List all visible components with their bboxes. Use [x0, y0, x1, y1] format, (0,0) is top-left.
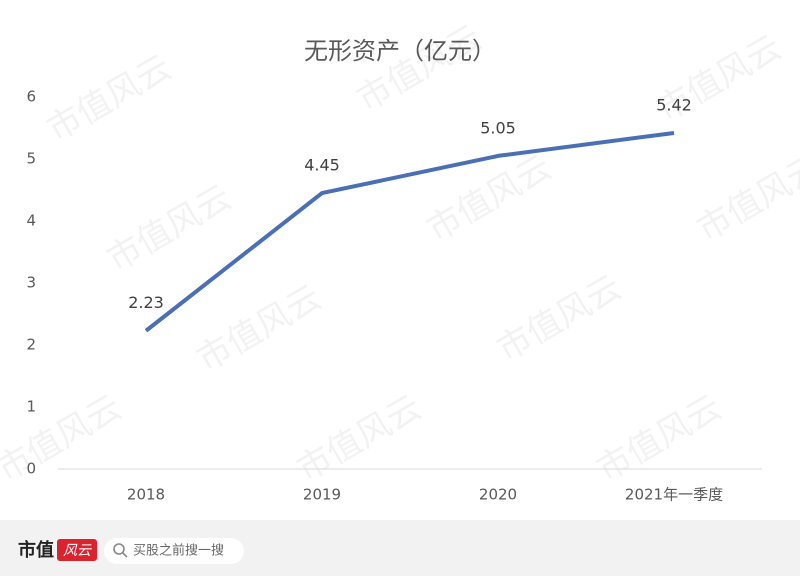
y-tick-label: 0 [26, 460, 36, 478]
y-tick-label: 3 [26, 274, 36, 292]
y-tick-label: 5 [26, 150, 36, 168]
footer-logo-mark-bg [57, 539, 97, 561]
x-tick-label: 2019 [303, 486, 341, 504]
footer-logo-mark: 风云 [63, 543, 92, 559]
footer-logo: 市值 [18, 539, 54, 561]
line [144, 130, 675, 333]
data-label: 5.42 [656, 95, 692, 114]
chart-background [0, 0, 800, 520]
chart-title: 无形资产（亿元） [304, 37, 496, 65]
search-icon-handle [122, 552, 128, 558]
data-label: 2.23 [128, 293, 164, 312]
y-tick-label: 1 [26, 398, 36, 416]
x-tick-label: 2021年一季度 [625, 486, 723, 504]
data-label: 4.45 [304, 156, 340, 175]
x-tick-label: 2018 [127, 486, 165, 504]
y-tick-label: 2 [26, 336, 36, 354]
search-text[interactable]: 买股之前搜一搜 [133, 543, 224, 559]
x-tick-label: 2020 [479, 486, 517, 504]
search-box[interactable] [104, 538, 244, 564]
data-label: 5.05 [480, 118, 516, 137]
search-icon [113, 543, 125, 555]
y-tick-label: 6 [26, 88, 36, 106]
y-tick-label: 4 [26, 212, 36, 230]
